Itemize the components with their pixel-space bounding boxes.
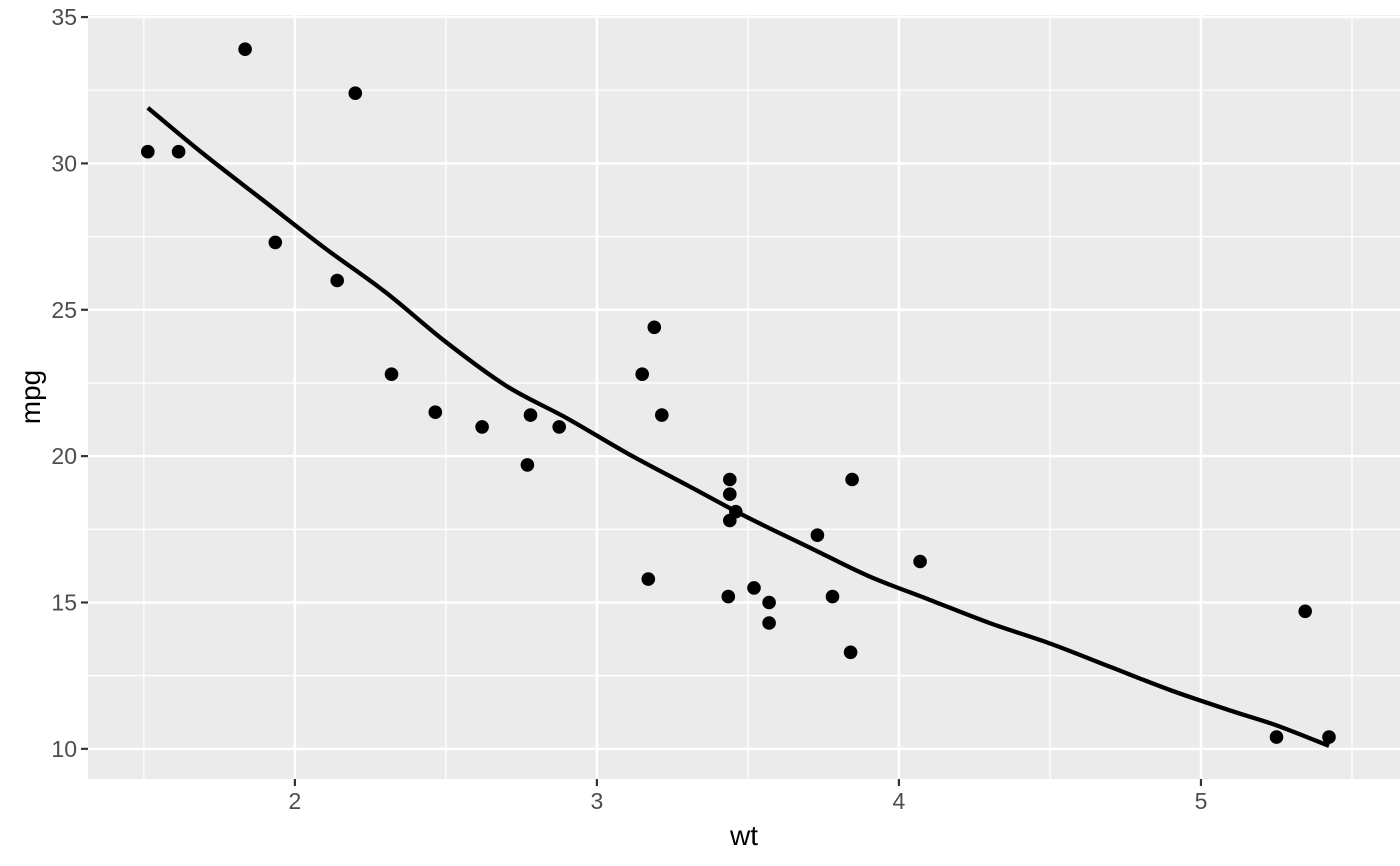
data-point	[810, 528, 825, 542]
data-point	[384, 367, 399, 382]
data-point	[647, 320, 662, 335]
y-tick-label: 30	[51, 150, 77, 176]
data-point	[1322, 730, 1336, 744]
data-point	[171, 144, 186, 159]
data-point	[552, 420, 566, 434]
data-point	[348, 86, 363, 100]
data-point	[330, 273, 345, 288]
data-point	[825, 589, 840, 604]
x-tick-label: 4	[893, 788, 906, 814]
data-point	[655, 408, 669, 422]
data-point	[723, 487, 737, 502]
data-point	[747, 581, 761, 595]
data-point	[762, 616, 776, 630]
data-point	[723, 472, 737, 487]
data-point	[641, 572, 656, 586]
data-point	[723, 513, 737, 528]
x-tick-label: 5	[1195, 788, 1208, 814]
data-point	[843, 645, 858, 660]
data-point	[428, 405, 443, 420]
data-point	[238, 42, 252, 56]
data-point	[520, 458, 535, 472]
data-point	[141, 144, 155, 159]
data-point	[523, 408, 538, 422]
data-point	[721, 589, 736, 604]
data-point	[845, 472, 859, 487]
y-tick-label: 25	[51, 297, 77, 323]
y-tick-label: 20	[51, 443, 77, 469]
x-tick-label: 3	[591, 788, 604, 814]
panel-background	[88, 15, 1400, 779]
data-point	[1269, 730, 1284, 744]
y-tick-label: 10	[51, 736, 77, 762]
y-axis-title: mpg	[15, 370, 46, 424]
data-point	[635, 367, 649, 382]
data-point	[762, 595, 776, 610]
data-point	[268, 235, 283, 250]
x-axis-title: wt	[729, 820, 758, 851]
data-point	[475, 420, 489, 434]
y-tick-label: 35	[51, 4, 77, 30]
data-point	[913, 554, 927, 569]
y-tick-label: 15	[51, 590, 77, 616]
data-point	[1298, 604, 1312, 619]
x-tick-label: 2	[288, 788, 301, 814]
